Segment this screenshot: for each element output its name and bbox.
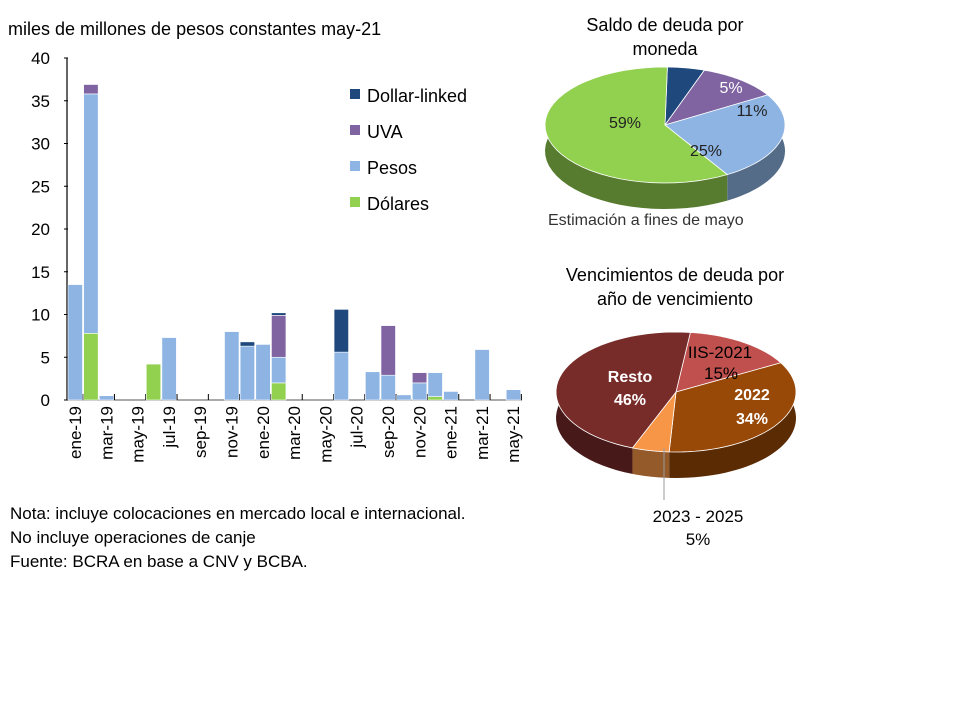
bar-pesos-dic-20 bbox=[427, 372, 443, 397]
legend-label: Pesos bbox=[367, 158, 417, 178]
note-line-1: Nota: incluye colocaciones en mercado lo… bbox=[10, 504, 466, 523]
bar-d-lares-jun-19 bbox=[145, 363, 162, 401]
y-tick-label: 35 bbox=[31, 92, 50, 111]
x-tick-label: nov-20 bbox=[410, 406, 429, 458]
bar-pesos-may-21 bbox=[505, 389, 522, 401]
pie1-slice-Dólares bbox=[544, 66, 729, 184]
x-tick-label: sep-19 bbox=[191, 406, 210, 458]
pie2-slice-Resto bbox=[555, 331, 691, 449]
pie2-name-2022: 2022 bbox=[734, 387, 770, 404]
bar-dollar-linked-jun-20 bbox=[333, 309, 349, 353]
bar-pesos-feb-20 bbox=[271, 356, 287, 384]
x-tick-label: ene-19 bbox=[66, 406, 85, 459]
y-tick-label: 10 bbox=[31, 306, 50, 325]
pie2-title-line1: Vencimientos de deuda por bbox=[565, 265, 785, 285]
pie2-name-2023-2025: 2023 - 2025 bbox=[653, 507, 744, 526]
pie2-name-iis2021: IIS-2021 bbox=[688, 343, 752, 362]
y-tick-label: 0 bbox=[41, 391, 50, 410]
pie2-label-resto: 46% bbox=[614, 392, 646, 409]
pie2-label-iis2021: 15% bbox=[704, 364, 738, 383]
pie1-label-pesos: 25% bbox=[690, 143, 722, 160]
pie1-title-line1: Saldo de deuda por bbox=[586, 15, 744, 35]
legend-label: UVA bbox=[367, 122, 403, 142]
pie2-slice-2022 bbox=[668, 362, 797, 453]
pie2-title-line2: año de vencimiento bbox=[596, 289, 754, 309]
note-line-2: No incluye operaciones de canje bbox=[10, 528, 256, 547]
bar-pesos-oct-20 bbox=[396, 394, 412, 401]
bar-d-lares-feb-20 bbox=[271, 382, 287, 401]
bar-pesos-jun-20 bbox=[333, 351, 349, 401]
note-line-3: Fuente: BCRA en base a CNV y BCBA. bbox=[10, 552, 308, 571]
bar-pesos-sep-20 bbox=[380, 374, 396, 401]
pie1-title-line2: moneda bbox=[632, 39, 698, 59]
bar-pesos-ene-20 bbox=[255, 344, 271, 401]
bar-pesos-feb-19 bbox=[83, 93, 99, 334]
bar-d-lares-feb-19 bbox=[83, 333, 99, 401]
x-tick-label: may-21 bbox=[504, 406, 523, 463]
pie1-label-uva: 11% bbox=[737, 103, 768, 120]
pie2-label-2023-2025: 5% bbox=[686, 530, 711, 549]
pie2-label-2022: 34% bbox=[736, 411, 768, 428]
x-tick-label: sep-20 bbox=[379, 406, 398, 458]
x-tick-label: ene-20 bbox=[254, 406, 273, 459]
legend-swatch-Dollar-linked bbox=[350, 89, 360, 99]
x-tick-label: jul-20 bbox=[348, 406, 367, 449]
x-tick-label: may-20 bbox=[316, 406, 335, 463]
bar-dollar-linked-dic-19 bbox=[239, 341, 255, 347]
bar-pesos-nov-19 bbox=[224, 331, 240, 401]
x-tick-label: mar-19 bbox=[97, 406, 116, 460]
bar-pesos-ago-20 bbox=[365, 371, 381, 401]
legend-swatch-Dólares bbox=[350, 197, 360, 207]
y-tick-label: 5 bbox=[41, 348, 50, 367]
bar-pesos-dic-19 bbox=[239, 345, 255, 401]
pie1-slice-UVA bbox=[663, 69, 769, 126]
bar-pesos-ene-21 bbox=[443, 391, 459, 401]
legend-swatch-Pesos bbox=[350, 161, 360, 171]
bar-uva-feb-19 bbox=[83, 84, 99, 95]
x-tick-label: ene-21 bbox=[442, 406, 461, 459]
bar-dollar-linked-feb-20 bbox=[271, 312, 287, 316]
x-tick-label: nov-19 bbox=[223, 406, 242, 458]
y-tick-label: 25 bbox=[31, 177, 50, 196]
legend-label: Dollar-linked bbox=[367, 86, 467, 106]
bar-pesos-nov-20 bbox=[411, 382, 428, 401]
y-tick-label: 40 bbox=[31, 49, 50, 68]
y-axis-label: miles de millones de pesos constantes ma… bbox=[8, 19, 382, 39]
legend-swatch-UVA bbox=[350, 125, 360, 135]
pie1-slice-Dollar-linked bbox=[664, 66, 706, 127]
x-tick-label: jul-19 bbox=[160, 406, 179, 449]
pie1-subtitle: Estimación a fines de mayo bbox=[548, 212, 744, 229]
bar-d-lares-dic-20 bbox=[427, 396, 443, 401]
pie1-label-dollar-linked: 5% bbox=[719, 80, 742, 97]
bar-uva-sep-20 bbox=[380, 325, 396, 376]
pie1-slice-Pesos bbox=[664, 94, 786, 176]
bar-pesos-jul-19 bbox=[161, 337, 177, 401]
y-tick-label: 20 bbox=[31, 220, 50, 239]
bar-pesos-mar-19 bbox=[99, 395, 115, 401]
bar-uva-nov-20 bbox=[411, 372, 428, 384]
bar-pesos-ene-19 bbox=[67, 284, 83, 401]
pie2-side-2022 bbox=[669, 362, 796, 478]
pie1-label-dolares: 59% bbox=[609, 115, 641, 132]
legend-label: Dólares bbox=[367, 194, 429, 214]
x-tick-label: mar-21 bbox=[473, 406, 492, 460]
pie2-side-2023 - 2025 bbox=[632, 447, 670, 478]
pie2-slice-IIS-2021 bbox=[675, 332, 782, 393]
x-tick-label: may-19 bbox=[129, 406, 148, 463]
pie2-name-resto: Resto bbox=[608, 369, 653, 386]
bar-pesos-mar-21 bbox=[474, 349, 490, 401]
y-tick-label: 15 bbox=[31, 263, 50, 282]
x-tick-label: mar-20 bbox=[285, 406, 304, 460]
bar-uva-feb-20 bbox=[271, 315, 287, 358]
y-tick-label: 30 bbox=[31, 135, 50, 154]
